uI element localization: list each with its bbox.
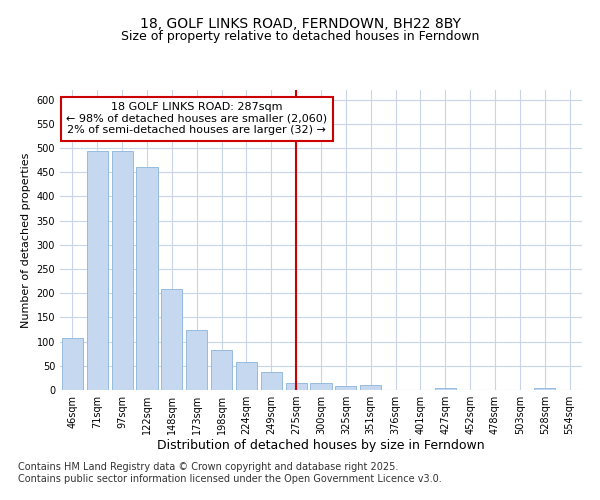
Bar xyxy=(62,338,83,390)
Y-axis label: Number of detached properties: Number of detached properties xyxy=(21,152,31,328)
Bar xyxy=(435,388,456,390)
Text: 18, GOLF LINKS ROAD, FERNDOWN, BH22 8BY: 18, GOLF LINKS ROAD, FERNDOWN, BH22 8BY xyxy=(139,18,461,32)
Text: Contains HM Land Registry data © Crown copyright and database right 2025.
Contai: Contains HM Land Registry data © Crown c… xyxy=(18,462,442,484)
Text: Size of property relative to detached houses in Ferndown: Size of property relative to detached ho… xyxy=(121,30,479,43)
Bar xyxy=(310,382,332,390)
Bar xyxy=(161,290,182,390)
Bar xyxy=(211,350,232,390)
Bar xyxy=(261,372,282,390)
Bar xyxy=(360,384,381,390)
Bar xyxy=(136,168,158,390)
Bar xyxy=(534,388,555,390)
Bar xyxy=(186,330,207,390)
Bar xyxy=(335,386,356,390)
X-axis label: Distribution of detached houses by size in Ferndown: Distribution of detached houses by size … xyxy=(157,438,485,452)
Bar xyxy=(112,151,133,390)
Bar xyxy=(87,151,108,390)
Text: 18 GOLF LINKS ROAD: 287sqm
← 98% of detached houses are smaller (2,060)
2% of se: 18 GOLF LINKS ROAD: 287sqm ← 98% of deta… xyxy=(66,102,327,136)
Bar xyxy=(236,362,257,390)
Bar xyxy=(286,382,307,390)
